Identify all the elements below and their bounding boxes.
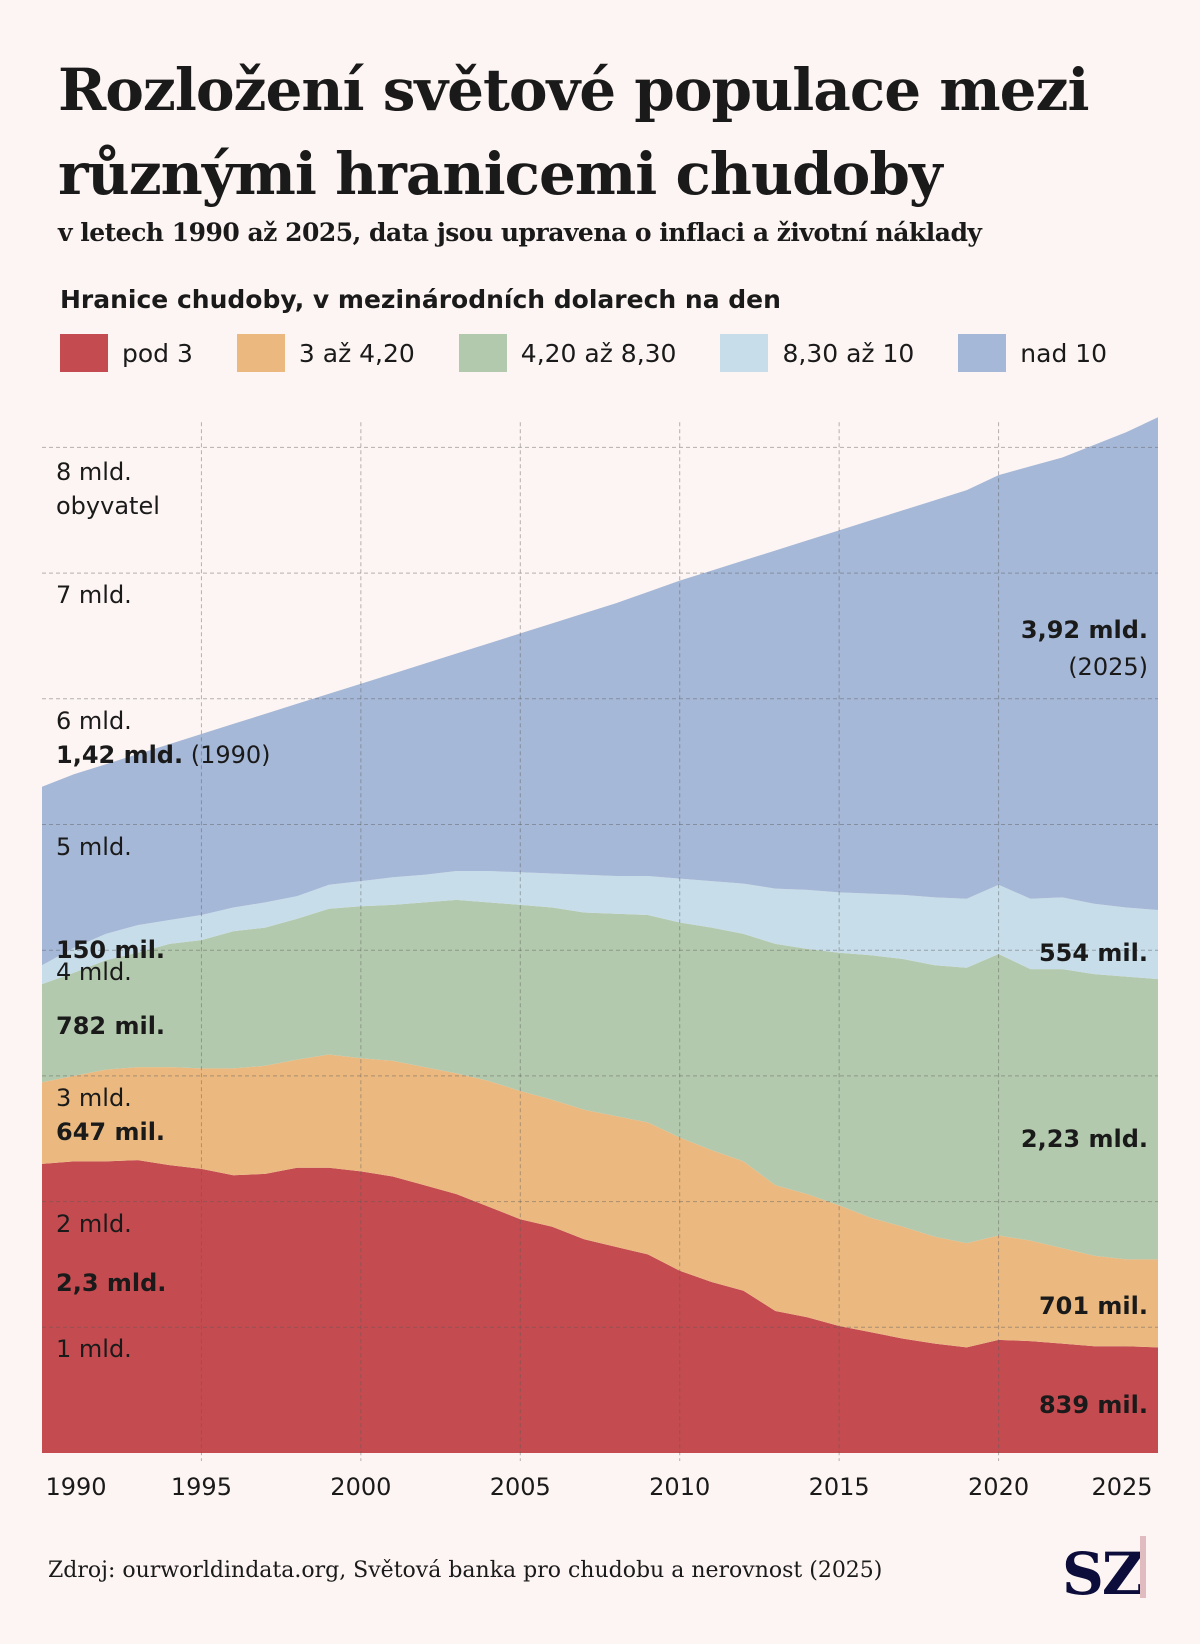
value-annotation-right: 839 mil. — [1039, 1391, 1148, 1419]
value-annotation-right: 3,92 mld. — [1021, 616, 1148, 644]
x-tick-label: 2005 — [489, 1473, 551, 1501]
annotation-note: (1990) — [183, 741, 271, 770]
value-annotation-left: 647 mil. — [56, 1118, 165, 1146]
y-unit-text: obyvatel — [56, 492, 160, 521]
x-tick-label: 2010 — [649, 1473, 711, 1501]
annotation-value: 701 mil. — [1038, 1291, 1148, 1320]
y-tick-label: 4 mld. — [56, 958, 132, 986]
annotation-note: (2025) — [1068, 653, 1148, 682]
chart-subtitle: v letech 1990 až 2025, data jsou upraven… — [58, 218, 982, 247]
legend-label: pod 3 — [122, 338, 193, 368]
y-tick-label: 3 mld. — [56, 1084, 132, 1112]
legend-label: 8,30 až 10 — [782, 338, 915, 368]
y-tick-label: 6 mld. — [56, 707, 132, 735]
x-tick-label: 1990 — [45, 1473, 107, 1501]
annotation-value: 647 mil. — [56, 1118, 166, 1147]
y-tick-text: 7 mld. — [56, 581, 132, 610]
y-tick-text: 6 mld. — [56, 706, 132, 735]
legend-item-4-8: 4,20 až 8,30 — [458, 334, 677, 372]
y-tick-label: 8 mld. obyvatel — [56, 455, 160, 523]
legend-item-pod3: pod 3 — [60, 334, 193, 372]
y-tick-text: 8 mld. — [56, 458, 132, 487]
y-tick-text: 3 mld. — [56, 1083, 132, 1112]
annotation-value: 2,3 mld. — [56, 1269, 167, 1298]
y-tick-text: 2 mld. — [56, 1209, 132, 1238]
legend-title: Hranice chudoby, v mezinárodních dolarec… — [60, 285, 781, 314]
legend-swatch — [720, 334, 769, 372]
x-tick-label: 2020 — [968, 1473, 1030, 1501]
x-tick-label: 2025 — [1091, 1473, 1153, 1501]
value-annotation-left: 1,42 mld. (1990) — [56, 741, 271, 769]
legend-swatch — [60, 334, 108, 372]
value-annotation-left: 782 mil. — [56, 1012, 165, 1040]
y-tick-text: 5 mld. — [56, 832, 132, 861]
area-series-4 — [42, 417, 1158, 966]
annotation-value: 839 mil. — [1038, 1391, 1148, 1420]
x-tick-label: 1995 — [170, 1473, 232, 1501]
chart-title: Rozložení světové populace mezi různými … — [58, 56, 1090, 208]
annotation-value: 150 mil. — [56, 936, 166, 965]
value-annotation-right: 2,23 mld. — [1021, 1125, 1148, 1153]
legend-label: 3 až 4,20 — [298, 338, 415, 368]
y-tick-label: 5 mld. — [56, 833, 132, 861]
legend: pod 3 3 až 4,20 4,20 až 8,30 8,30 až 10 … — [60, 334, 1151, 372]
area-series-3 — [42, 871, 1158, 985]
legend-label: 4,20 až 8,30 — [520, 338, 677, 368]
y-tick-label: 2 mld. — [56, 1210, 132, 1238]
x-tick-label: 2015 — [808, 1473, 870, 1501]
x-tick-label: 2000 — [330, 1473, 392, 1501]
annotation-value: 1,42 mld. — [56, 741, 184, 770]
annotation-value: 2,23 mld. — [1020, 1124, 1148, 1153]
legend-swatch — [958, 334, 1007, 372]
legend-item-3-4: 3 až 4,20 — [236, 334, 415, 372]
value-annotation-left: 2,3 mld. — [56, 1269, 166, 1297]
value-annotation-right: 554 mil. — [1039, 939, 1148, 967]
source-note: Zdroj: ourworldindata.org, Světová banka… — [48, 1558, 883, 1583]
area-series-0 — [42, 1160, 1158, 1453]
area-series-1 — [42, 1054, 1158, 1348]
value-annotation-left: 150 mil. — [56, 936, 165, 964]
y-tick-label: 7 mld. — [56, 581, 132, 609]
logo-accent-bar — [1140, 1536, 1146, 1598]
legend-swatch — [458, 334, 507, 372]
y-tick-text: 1 mld. — [56, 1335, 132, 1364]
y-tick-text: 4 mld. — [56, 958, 132, 987]
value-annotation-right: 701 mil. — [1039, 1292, 1148, 1320]
annotation-value: 782 mil. — [56, 1011, 166, 1040]
legend-label: nad 10 — [1020, 338, 1108, 368]
annotation-value: 3,92 mld. — [1020, 615, 1148, 644]
legend-item-8-10: 8,30 až 10 — [720, 334, 914, 372]
legend-swatch — [236, 334, 285, 372]
value-annotation-right: (2025) — [1068, 653, 1148, 681]
y-tick-label: 1 mld. — [56, 1335, 132, 1363]
publisher-logo: SZ — [1062, 1540, 1144, 1608]
legend-item-nad10: nad 10 — [958, 334, 1107, 372]
annotation-value: 554 mil. — [1038, 938, 1148, 967]
area-series-2 — [42, 899, 1158, 1260]
